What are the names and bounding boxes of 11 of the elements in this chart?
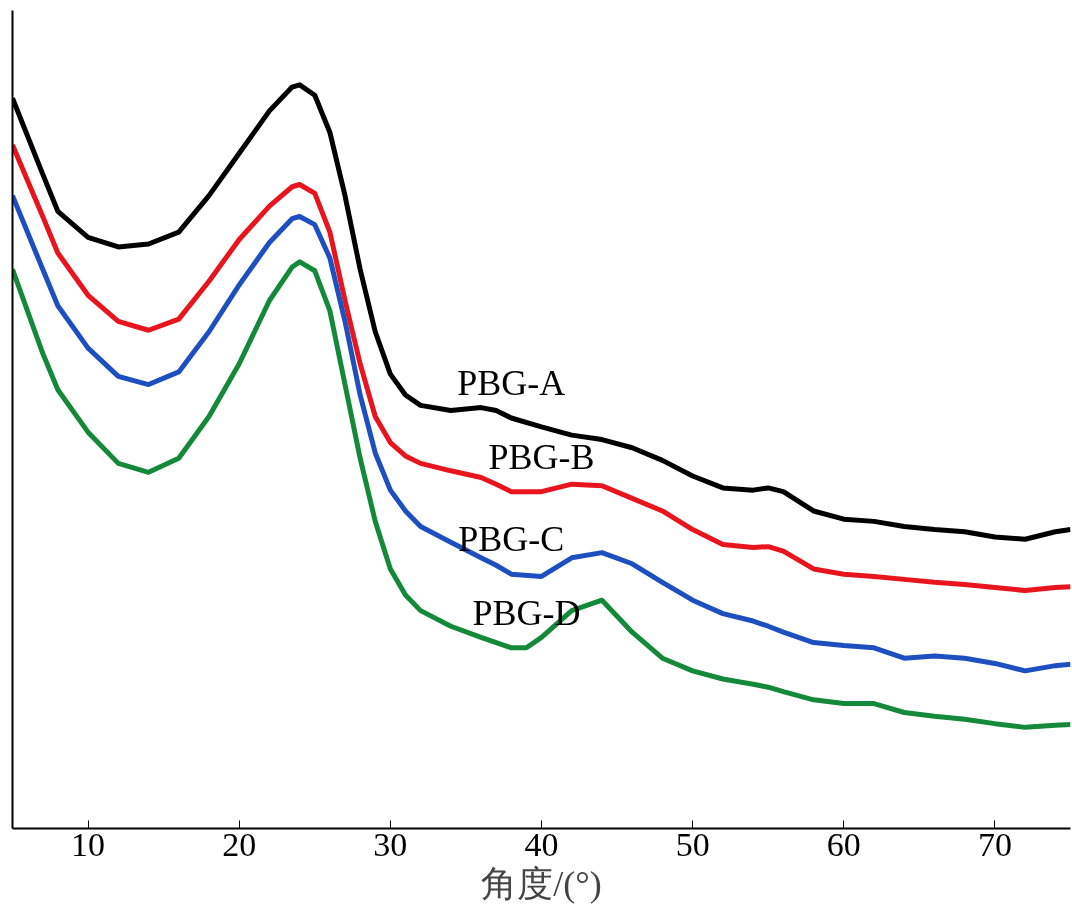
x-tick-label: 60 <box>826 825 861 863</box>
x-tick-label: 20 <box>222 825 257 863</box>
x-tick-label: 10 <box>71 825 106 863</box>
x-tick-label: 70 <box>977 825 1012 863</box>
x-tick-label: 50 <box>675 825 710 863</box>
series-label: PBG-C <box>458 519 565 560</box>
series-label: PBG-A <box>457 363 566 404</box>
x-tick-label: 40 <box>524 825 559 863</box>
x-axis-title: 角度/(°) <box>481 863 602 904</box>
series-label: PBG-B <box>488 436 595 477</box>
x-tick-label: 30 <box>373 825 408 863</box>
